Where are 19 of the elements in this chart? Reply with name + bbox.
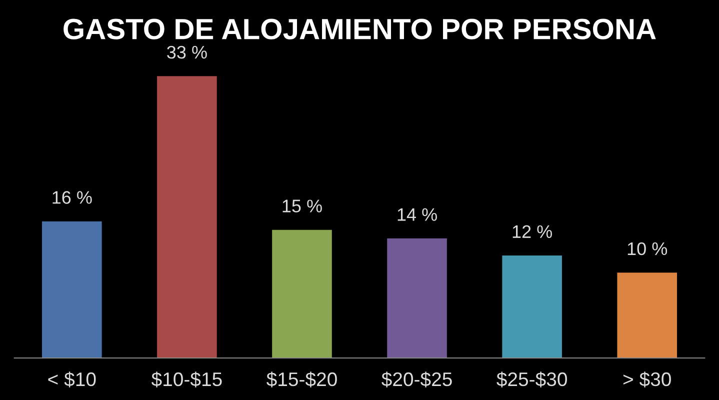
data-label: 15 % [282,200,322,212]
x-tick-label: $25-$30 [496,372,567,388]
bar [42,221,102,358]
x-tick-label: $20-$25 [382,372,452,388]
x-tick-label: < $10 [48,372,96,388]
bar [157,76,217,358]
x-tick-label: $15-$20 [266,372,337,388]
data-label: 33 % [167,46,207,59]
bar [387,238,447,358]
chart-title: GASTO DE ALOJAMIENTO POR PERSONA [64,18,656,40]
data-label: 10 % [628,242,668,256]
x-tick-label: $10-$15 [151,372,222,388]
data-label: 14 % [398,208,437,221]
bar [502,255,562,358]
x-tick-label: > $30 [623,372,671,388]
bar [617,272,678,358]
data-label: 16 % [52,191,92,204]
bar [272,230,332,358]
data-label: 12 % [512,225,552,238]
